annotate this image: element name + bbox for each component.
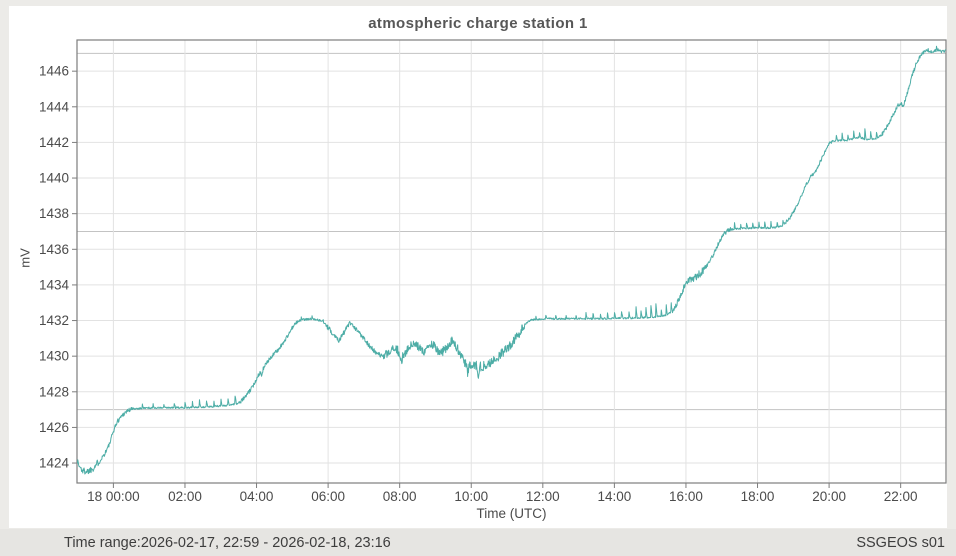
x-tick-label: 18:00 [741, 489, 775, 504]
x-tick-label: 16:00 [669, 489, 703, 504]
time-range-text: Time range:2026-02-17, 22:59 - 2026-02-1… [64, 534, 391, 551]
chart-title: atmospheric charge station 1 [368, 15, 588, 32]
y-tick-label: 1424 [39, 456, 70, 471]
station-id-text: SSGEOS s01 [856, 534, 945, 551]
x-tick-label: 18 00:00 [87, 489, 140, 504]
x-tick-label: 14:00 [597, 489, 631, 504]
x-tick-label: 22:00 [884, 489, 918, 504]
y-tick-label: 1438 [39, 206, 69, 221]
y-tick-label: 1434 [39, 277, 70, 292]
x-tick-label: 08:00 [383, 489, 417, 504]
y-tick-label: 1426 [39, 420, 69, 435]
chart-plot-area[interactable]: 1424 1426 1428 1430 1432 1434 1436 1438 1440 1442… [0, 0, 956, 530]
y-tick-label: 1436 [39, 242, 69, 257]
x-axis-label: Time (UTC) [476, 506, 547, 521]
y-tick-label: 1428 [39, 384, 69, 399]
y-tick-label: 1440 [39, 171, 69, 186]
y-tick-label: 1430 [39, 349, 69, 364]
plot-border [76, 39, 947, 484]
series-line [77, 45, 946, 475]
x-tick-label: 20:00 [812, 489, 846, 504]
x-tick-label: 06:00 [311, 489, 345, 504]
x-tick-label: 10:00 [454, 489, 488, 504]
y-tick-label: 1444 [39, 99, 70, 114]
chart-card [9, 6, 947, 528]
y-tick-label: 1446 [39, 64, 69, 79]
y-tick-label: 1442 [39, 135, 69, 150]
status-bar: Time range:2026-02-17, 22:59 - 2026-02-1… [0, 529, 956, 556]
x-tick-label: 12:00 [526, 489, 560, 504]
y-tick-label: 1432 [39, 313, 69, 328]
x-tick-label: 02:00 [168, 489, 202, 504]
x-tick-label: 04:00 [240, 489, 274, 504]
